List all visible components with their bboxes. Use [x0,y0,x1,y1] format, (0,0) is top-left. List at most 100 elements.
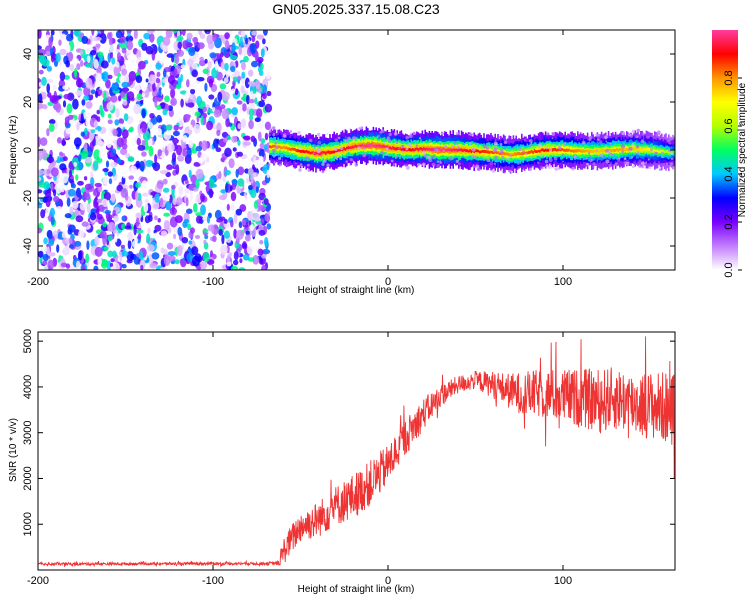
noise-blob [166,242,174,250]
noise-blob [66,197,71,207]
ridge-halo-dot [395,141,399,145]
ridge-halo-dot [585,157,589,160]
ridge-segment [481,150,484,153]
ridge-segment [585,149,587,152]
noise-blob [47,234,53,240]
ridge-segment [353,145,355,149]
ridge-halo-dot [486,158,490,163]
ridge-halo-dot [621,150,624,154]
ridge-segment [612,149,614,152]
ridge-segment [658,149,660,154]
ridge-halo-dot [277,156,282,161]
ridge-halo-dot [349,164,351,166]
noise-blob [142,192,149,197]
noise-blob [223,137,228,143]
noise-blob [135,160,141,168]
noise-blob [222,91,231,102]
ridge-halo-dot [405,165,410,170]
ridge-segment [619,147,621,151]
noise-blob [153,232,160,239]
noise-blob [244,198,250,207]
noise-blob [121,47,127,54]
ridge-halo-dot [345,160,349,163]
ridge-segment [399,147,401,150]
noise-blob [266,90,272,97]
noise-blob [121,223,126,230]
noise-blob [196,115,200,123]
ridge-segment [274,145,277,148]
noise-blob [151,162,157,168]
ridge-halo-dot [298,146,302,150]
ridge-halo-dot [272,148,276,153]
noise-blob [137,233,142,240]
noise-blob [220,61,226,70]
noise-blob [38,169,44,176]
noise-blob [105,96,112,102]
ridge-segment [298,149,300,153]
noise-blob [173,68,178,77]
noise-blob [99,230,107,239]
noise-blob [40,209,46,219]
noise-blob [208,78,213,88]
ridge-segment [417,148,419,152]
noise-blob [200,115,204,126]
noise-blob [123,86,128,94]
snr-panel: -200 -100 0 100 1000 2000 3000 4000 5000 Height… [8,329,676,595]
ridge-halo-dot [385,147,389,151]
noise-blob [54,183,63,194]
noise-blob [81,264,86,270]
ridge-halo-dot [317,132,321,137]
noise-blob [112,129,118,137]
ridge-halo-dot [553,167,555,169]
noise-blob [185,91,189,102]
ridge-halo-dot [366,152,368,155]
noise-blob [251,60,259,68]
noise-blob [72,98,79,110]
ridge-segment [425,147,428,151]
ridge-halo-dot [297,130,301,135]
noise-blob [103,90,107,102]
ridge-segment [430,148,432,151]
noise-blob [38,69,44,75]
noise-blob [148,145,154,157]
noise-blob [163,130,172,141]
ridge-segment [507,152,509,156]
ridge-segment [318,152,320,156]
noise-blob [242,135,251,140]
spectrogram-y-label: Frequency (Hz) [8,116,19,185]
noise-blob [224,169,231,176]
noise-blob [235,168,239,178]
ridge-halo-dot [404,163,408,167]
ridge-segment [427,147,429,151]
noise-blob [177,35,184,41]
noise-blob [250,188,257,199]
ridge-segment [497,151,499,154]
ridge-halo-dot [525,152,528,156]
ridge-halo-dot [433,155,436,158]
ridge-segment [655,149,657,153]
ridge-halo-dot [579,131,582,134]
ridge-segment [378,144,380,148]
noise-blob [53,150,58,161]
ridge-segment [379,144,382,148]
noise-blob [200,193,206,202]
noise-blob [78,229,85,239]
noise-blob [200,204,206,216]
ridge-halo-dot [581,140,586,145]
ridge-halo-dot [494,155,498,159]
ridge-halo-dot [299,164,302,167]
noise-blob [122,171,126,179]
ridge-segment [337,149,340,152]
noise-blob [118,95,122,102]
noise-blob [83,176,88,181]
ridge-halo-dot [405,135,409,140]
noise-blob [82,147,89,159]
ridge-segment [627,148,629,152]
ridge-halo-dot [625,161,630,166]
noise-blob [80,60,84,67]
y-tick-label: 3000 [22,420,34,444]
ridge-segment [403,148,405,152]
noise-blob [109,262,114,267]
ridge-halo-dot [268,129,272,133]
noise-blob [153,135,157,142]
